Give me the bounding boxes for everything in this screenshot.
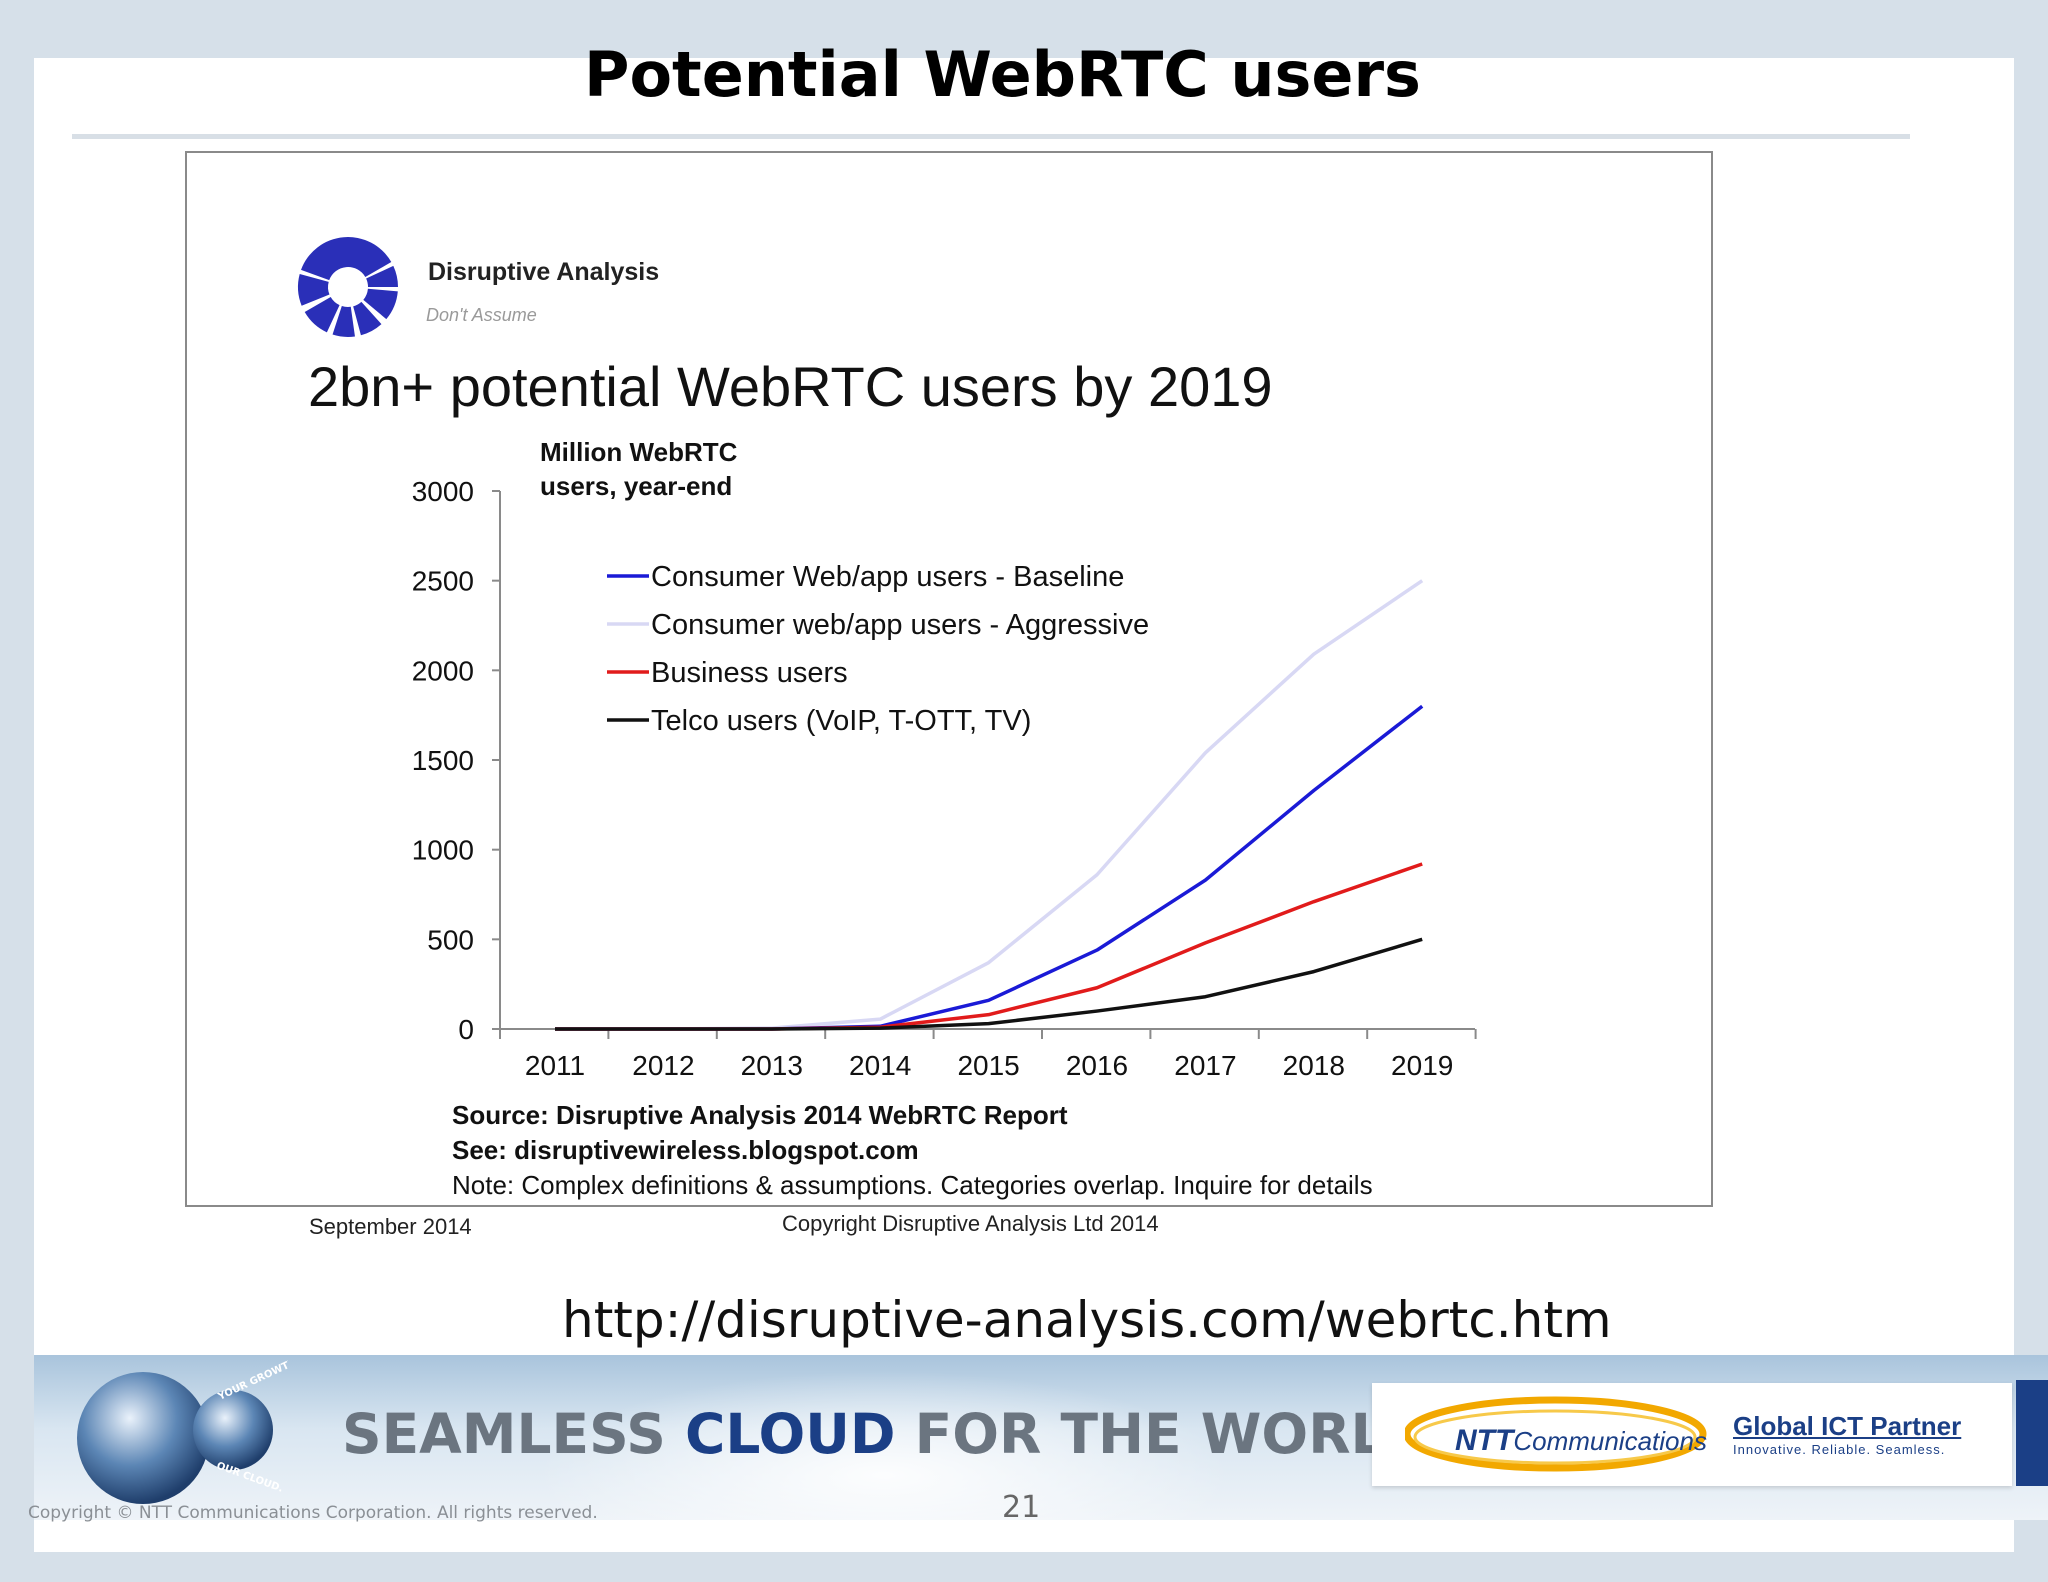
globe-icon: YOUR GROWTH. OUR CLOUD. <box>77 1360 288 1504</box>
series-line-1 <box>555 579 1424 1031</box>
x-tick-label-2014: 2014 <box>849 1050 911 1081</box>
edge-accent-bar <box>2016 1380 2048 1486</box>
legend-label-3: Telco users (VoIP, T-OTT, TV) <box>651 705 1031 737</box>
tagline-cloud: CLOUD <box>685 1402 896 1466</box>
chart-frame <box>185 151 1713 1207</box>
logo-segment-5 <box>304 297 340 333</box>
page-number: 21 <box>1002 1490 1041 1525</box>
x-tick-label-2012: 2012 <box>632 1050 694 1081</box>
legend-label-1: Consumer web/app users - Aggressive <box>651 609 1149 641</box>
chart-copyright: Copyright Disruptive Analysis Ltd 2014 <box>782 1211 1159 1236</box>
title-divider <box>72 134 1910 139</box>
logo-segment-6 <box>298 274 330 306</box>
series-line-2 <box>555 862 1423 1031</box>
tagline-for-the-world: FOR THE WORLD <box>895 1402 1432 1466</box>
logo-segment-3 <box>353 301 382 336</box>
logo-segment-2 <box>363 288 398 320</box>
partner-subtitle: Innovative. Reliable. Seamless. <box>1733 1442 1946 1457</box>
partner-title: Global ICT Partner <box>1733 1411 1962 1441</box>
x-tick-label-2018: 2018 <box>1283 1050 1345 1081</box>
brand-tagline: Don't Assume <box>426 305 537 325</box>
y-axis-label-line1: Million WebRTC <box>540 437 738 467</box>
y-tick-label-2000: 2000 <box>412 655 474 686</box>
cloud-graphic <box>534 1370 1234 1520</box>
y-tick-label-3000: 3000 <box>412 476 474 507</box>
y-tick-label-1000: 1000 <box>412 835 474 866</box>
y-tick-label-2500: 2500 <box>412 566 474 597</box>
footer-copyright: Copyright © NTT Communications Corporati… <box>28 1503 598 1523</box>
y-axis-label: Million WebRTC users, year-end <box>540 435 737 503</box>
chart-see-link: See: disruptivewireless.blogspot.com <box>452 1135 919 1165</box>
disruptive-analysis-logo-icon <box>298 237 398 337</box>
y-tick-label-500: 500 <box>427 924 474 955</box>
ntt-logo-bold: NTT <box>1455 1424 1514 1457</box>
ntt-logo-rest: Communications <box>1513 1426 1707 1456</box>
chart-date: September 2014 <box>309 1214 472 1239</box>
series-line-3 <box>555 937 1423 1031</box>
ntt-communications-logo: NTTCommunications <box>1455 1424 1707 1458</box>
brand-name: Disruptive Analysis <box>428 258 660 286</box>
legend-label-2: Business users <box>651 657 848 689</box>
x-tick-label-2015: 2015 <box>957 1050 1019 1081</box>
y-axis-label-line2: users, year-end <box>540 471 733 501</box>
y-tick-label-1500: 1500 <box>412 745 474 776</box>
x-tick-label-2016: 2016 <box>1066 1050 1128 1081</box>
chart-title: 2bn+ potential WebRTC users by 2019 <box>308 355 1273 418</box>
series-line-0 <box>555 704 1424 1031</box>
x-tick-label-2011: 2011 <box>525 1050 585 1081</box>
source-url: http://disruptive-analysis.com/webrtc.ht… <box>562 1291 1612 1349</box>
tagline-seamless: SEAMLESS <box>342 1402 685 1466</box>
x-tick-label-2013: 2013 <box>741 1050 803 1081</box>
logo-segment-0 <box>301 237 392 281</box>
page-title: Potential WebRTC users <box>584 38 1421 111</box>
x-tick-label-2019: 2019 <box>1391 1050 1453 1081</box>
chart-source: Source: Disruptive Analysis 2014 WebRTC … <box>452 1100 1068 1130</box>
logo-segment-1 <box>366 265 398 287</box>
chart-note: Note: Complex definitions & assumptions.… <box>452 1170 1373 1200</box>
ntt-swoosh-icon <box>1405 1396 1707 1472</box>
logo-segment-4 <box>332 306 355 337</box>
banner-tagline: SEAMLESS CLOUD FOR THE WORLD <box>342 1402 1431 1466</box>
chart-footnotes: Source: Disruptive Analysis 2014 WebRTC … <box>452 1098 1373 1203</box>
legend-label-0: Consumer Web/app users - Baseline <box>651 561 1124 593</box>
ntt-logo-panel <box>1372 1383 2012 1486</box>
y-tick-label-0: 0 <box>458 1014 474 1045</box>
x-tick-label-2017: 2017 <box>1174 1050 1236 1081</box>
